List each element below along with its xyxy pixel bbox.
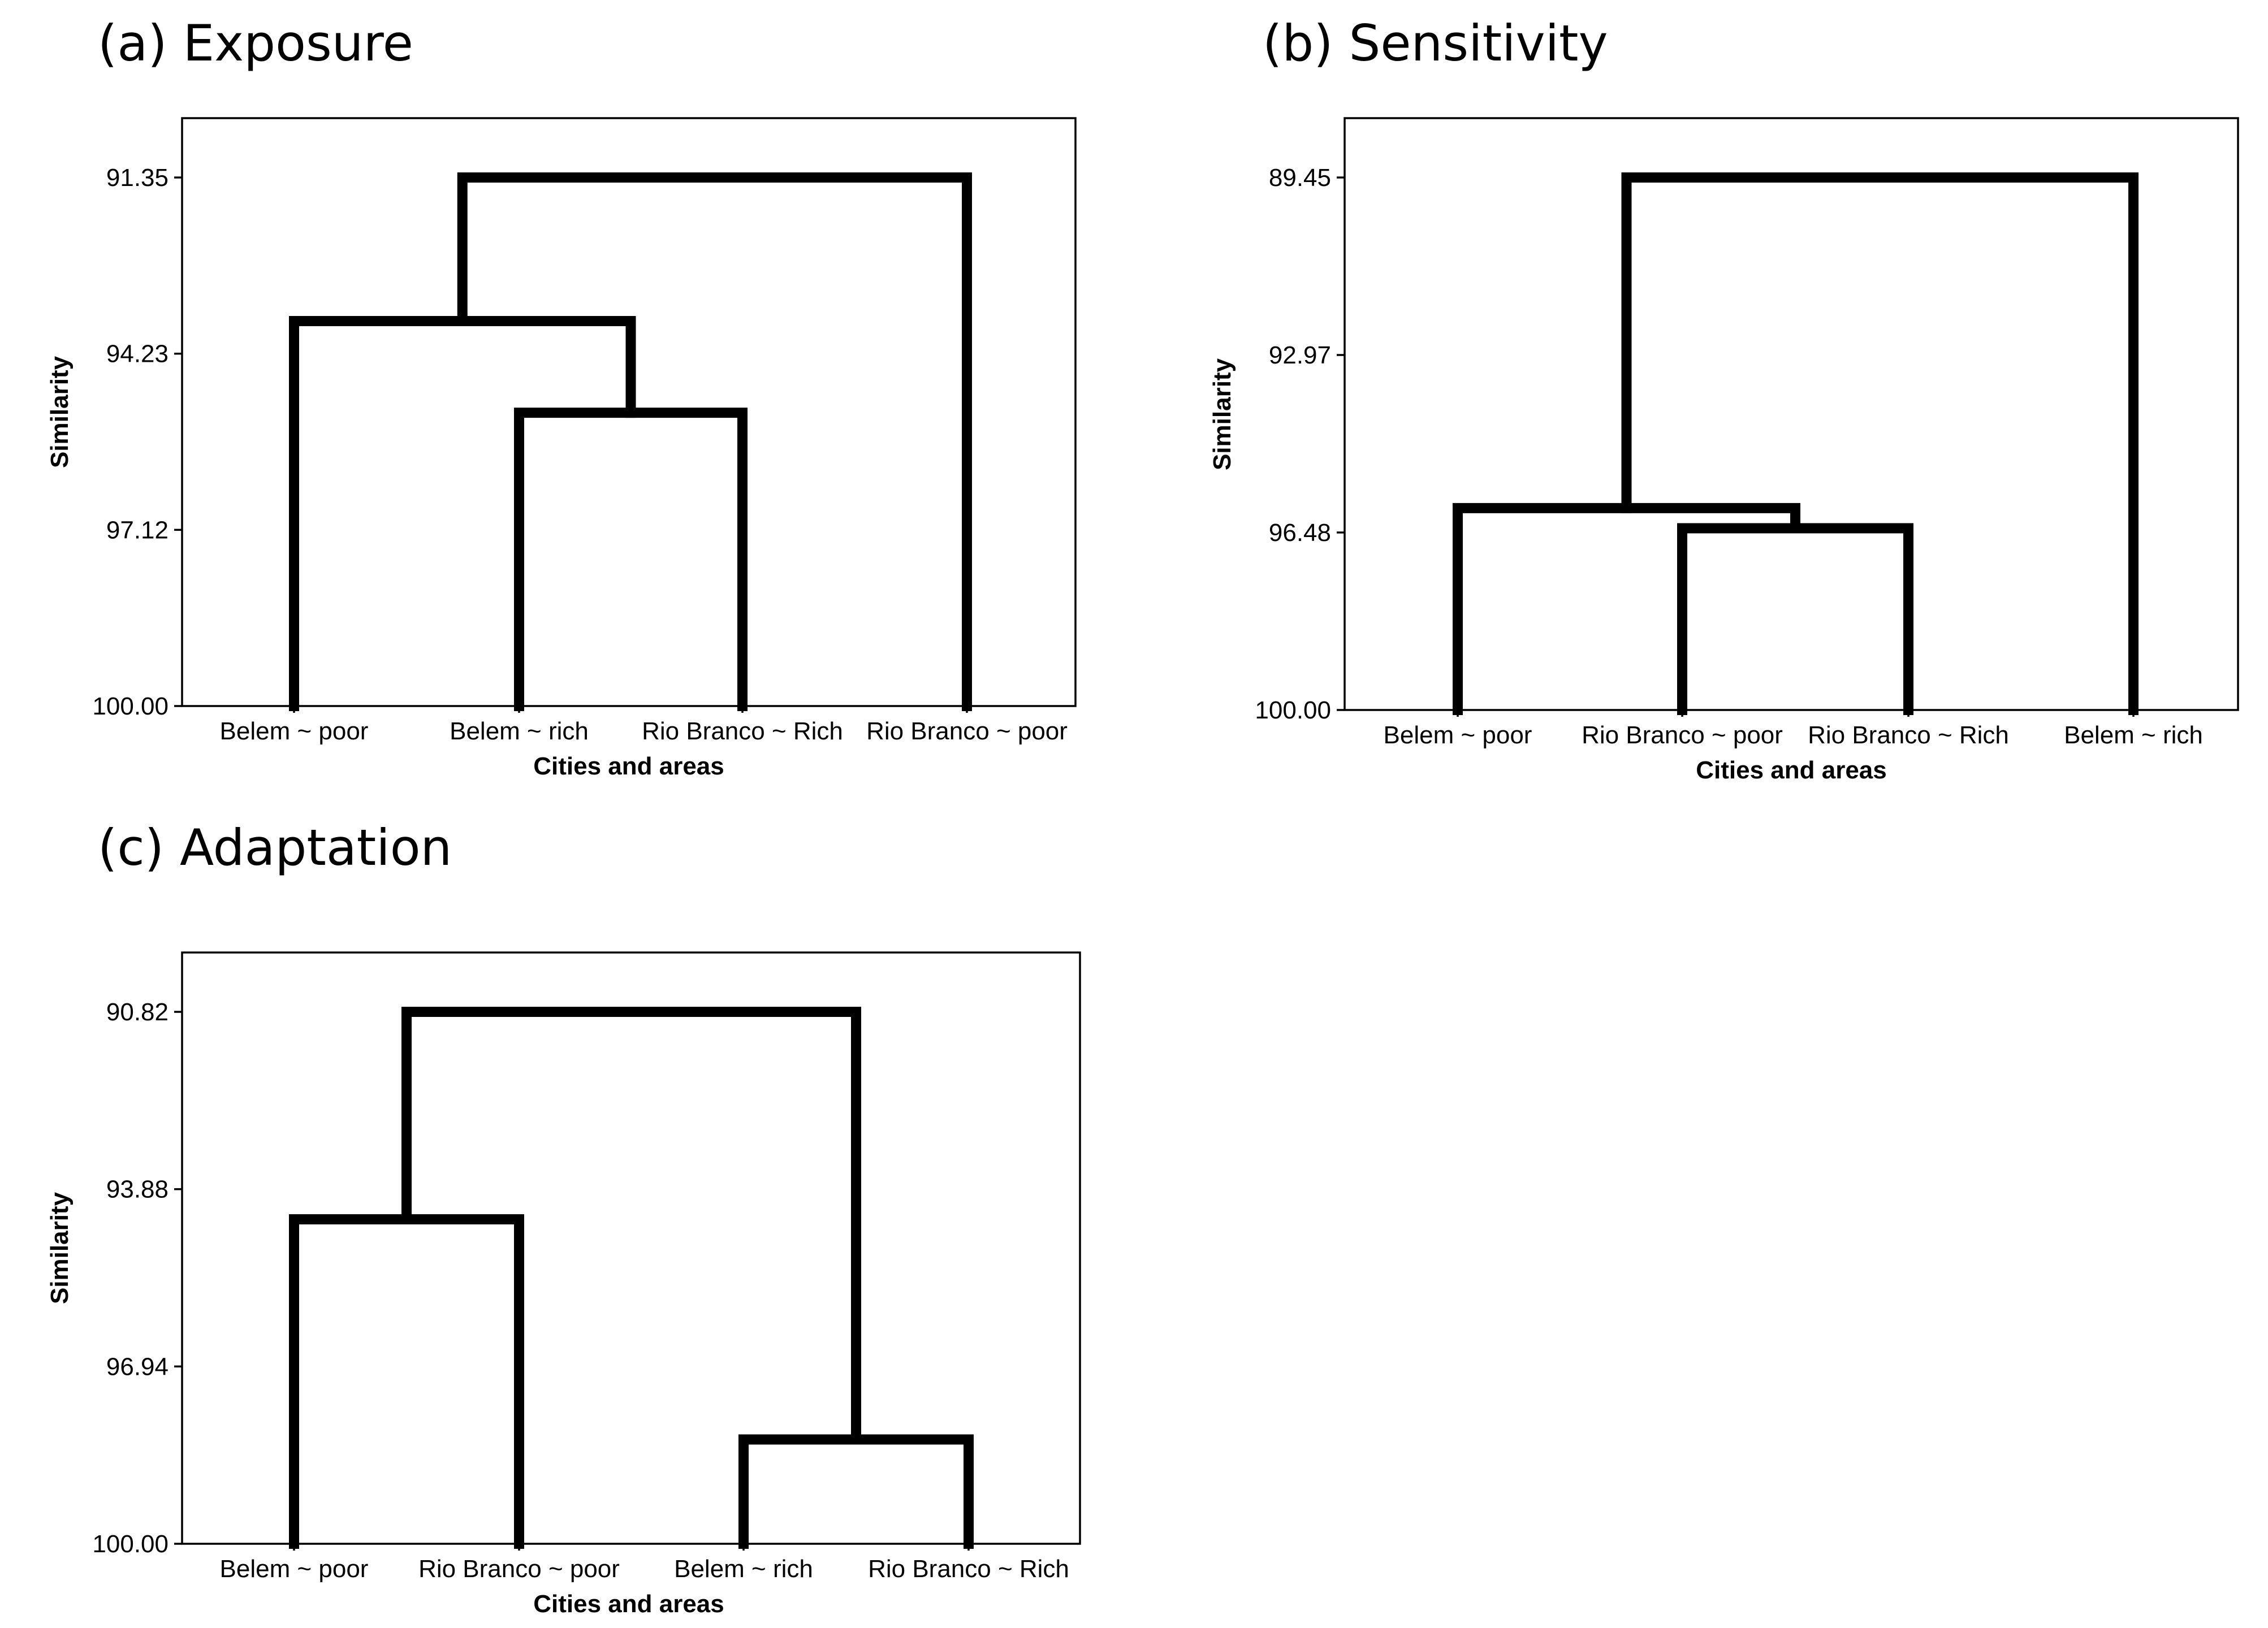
y-tick-label: 100.00 — [92, 692, 169, 720]
leaf-label: Rio Branco ~ poor — [866, 717, 1068, 745]
y-axis: 89.45 92.97 96.48 100.00 — [1255, 164, 1345, 724]
x-axis: Belem ~ poor Belem ~ rich Rio Branco ~ Ric… — [220, 706, 1068, 745]
leaf-label: Belem ~ rich — [674, 1555, 813, 1583]
dendrogram-link — [514, 408, 748, 711]
panel-title: (a) Exposure — [98, 14, 413, 72]
leaf-label: Belem ~ poor — [220, 717, 369, 745]
leaf-label: Belem ~ poor — [1384, 721, 1532, 749]
dendrogram-link — [1677, 523, 1913, 715]
y-tick-label: 92.97 — [1269, 341, 1331, 369]
y-tick-label: 94.23 — [106, 340, 169, 368]
dendrogram-links — [289, 1007, 974, 1549]
x-axis-title: Cities and areas — [533, 752, 724, 780]
leaf-label: Belem ~ poor — [220, 1555, 369, 1583]
y-tick-label: 89.45 — [1269, 164, 1331, 192]
dendrogram-links — [1453, 172, 2139, 715]
leaf-label: Rio Branco ~ Rich — [868, 1555, 1069, 1583]
leaf-label: Rio Branco ~ Rich — [642, 717, 843, 745]
y-tick-label: 93.88 — [106, 1176, 169, 1203]
y-tick-label: 91.35 — [106, 164, 169, 192]
x-axis: Belem ~ poor Rio Branco ~ poor Belem ~ ric… — [220, 1544, 1069, 1583]
dendrogram-link — [401, 1007, 861, 1445]
x-axis-title: Cities and areas — [533, 1590, 724, 1618]
panel-c: (c) Adaptation 90.82 93.88 96.94 100.00 Bel… — [46, 819, 1081, 1618]
y-tick-label: 97.12 — [106, 516, 169, 544]
x-axis: Belem ~ poor Rio Branco ~ poor Rio Branco … — [1384, 710, 2203, 749]
leaf-label: Rio Branco ~ poor — [418, 1555, 620, 1583]
dendrogram-link — [457, 172, 972, 711]
panel-a: (a) Exposure 91.35 94.23 97.12 100.00 Belem… — [46, 14, 1077, 780]
dendrogram-link — [289, 316, 636, 711]
leaf-label: Rio Branco ~ Rich — [1808, 721, 2009, 749]
y-tick-label: 100.00 — [92, 1530, 169, 1558]
dendrogram-link — [289, 1214, 524, 1549]
panel-title: (c) Adaptation — [98, 819, 452, 877]
y-tick-label: 100.00 — [1255, 696, 1331, 724]
y-axis-title: Similarity — [46, 1192, 74, 1304]
dendrogram-link — [738, 1434, 974, 1549]
y-tick-label: 96.94 — [106, 1353, 169, 1380]
x-axis-title: Cities and areas — [1696, 756, 1887, 784]
y-axis: 91.35 94.23 97.12 100.00 — [92, 164, 182, 720]
panel-b: (b) Sensitivity 89.45 92.97 96.48 100.00 Be… — [1208, 14, 2239, 784]
y-axis: 90.82 93.88 96.94 100.00 — [92, 998, 182, 1558]
y-tick-label: 90.82 — [106, 998, 169, 1026]
leaf-label: Rio Branco ~ poor — [1582, 721, 1783, 749]
leaf-label: Belem ~ rich — [450, 717, 589, 745]
plot-frame — [181, 117, 1077, 707]
dendrogram-link — [1621, 172, 2139, 715]
y-axis-title: Similarity — [1208, 358, 1236, 470]
y-tick-label: 96.48 — [1269, 519, 1331, 547]
y-axis-title: Similarity — [46, 356, 74, 468]
leaf-label: Belem ~ rich — [2064, 721, 2203, 749]
dendrogram-links — [289, 172, 972, 711]
panel-title: (b) Sensitivity — [1263, 14, 1608, 72]
plot-frame — [181, 951, 1081, 1545]
dendrogram-link — [1453, 503, 1800, 715]
plot-frame — [1343, 117, 2239, 711]
